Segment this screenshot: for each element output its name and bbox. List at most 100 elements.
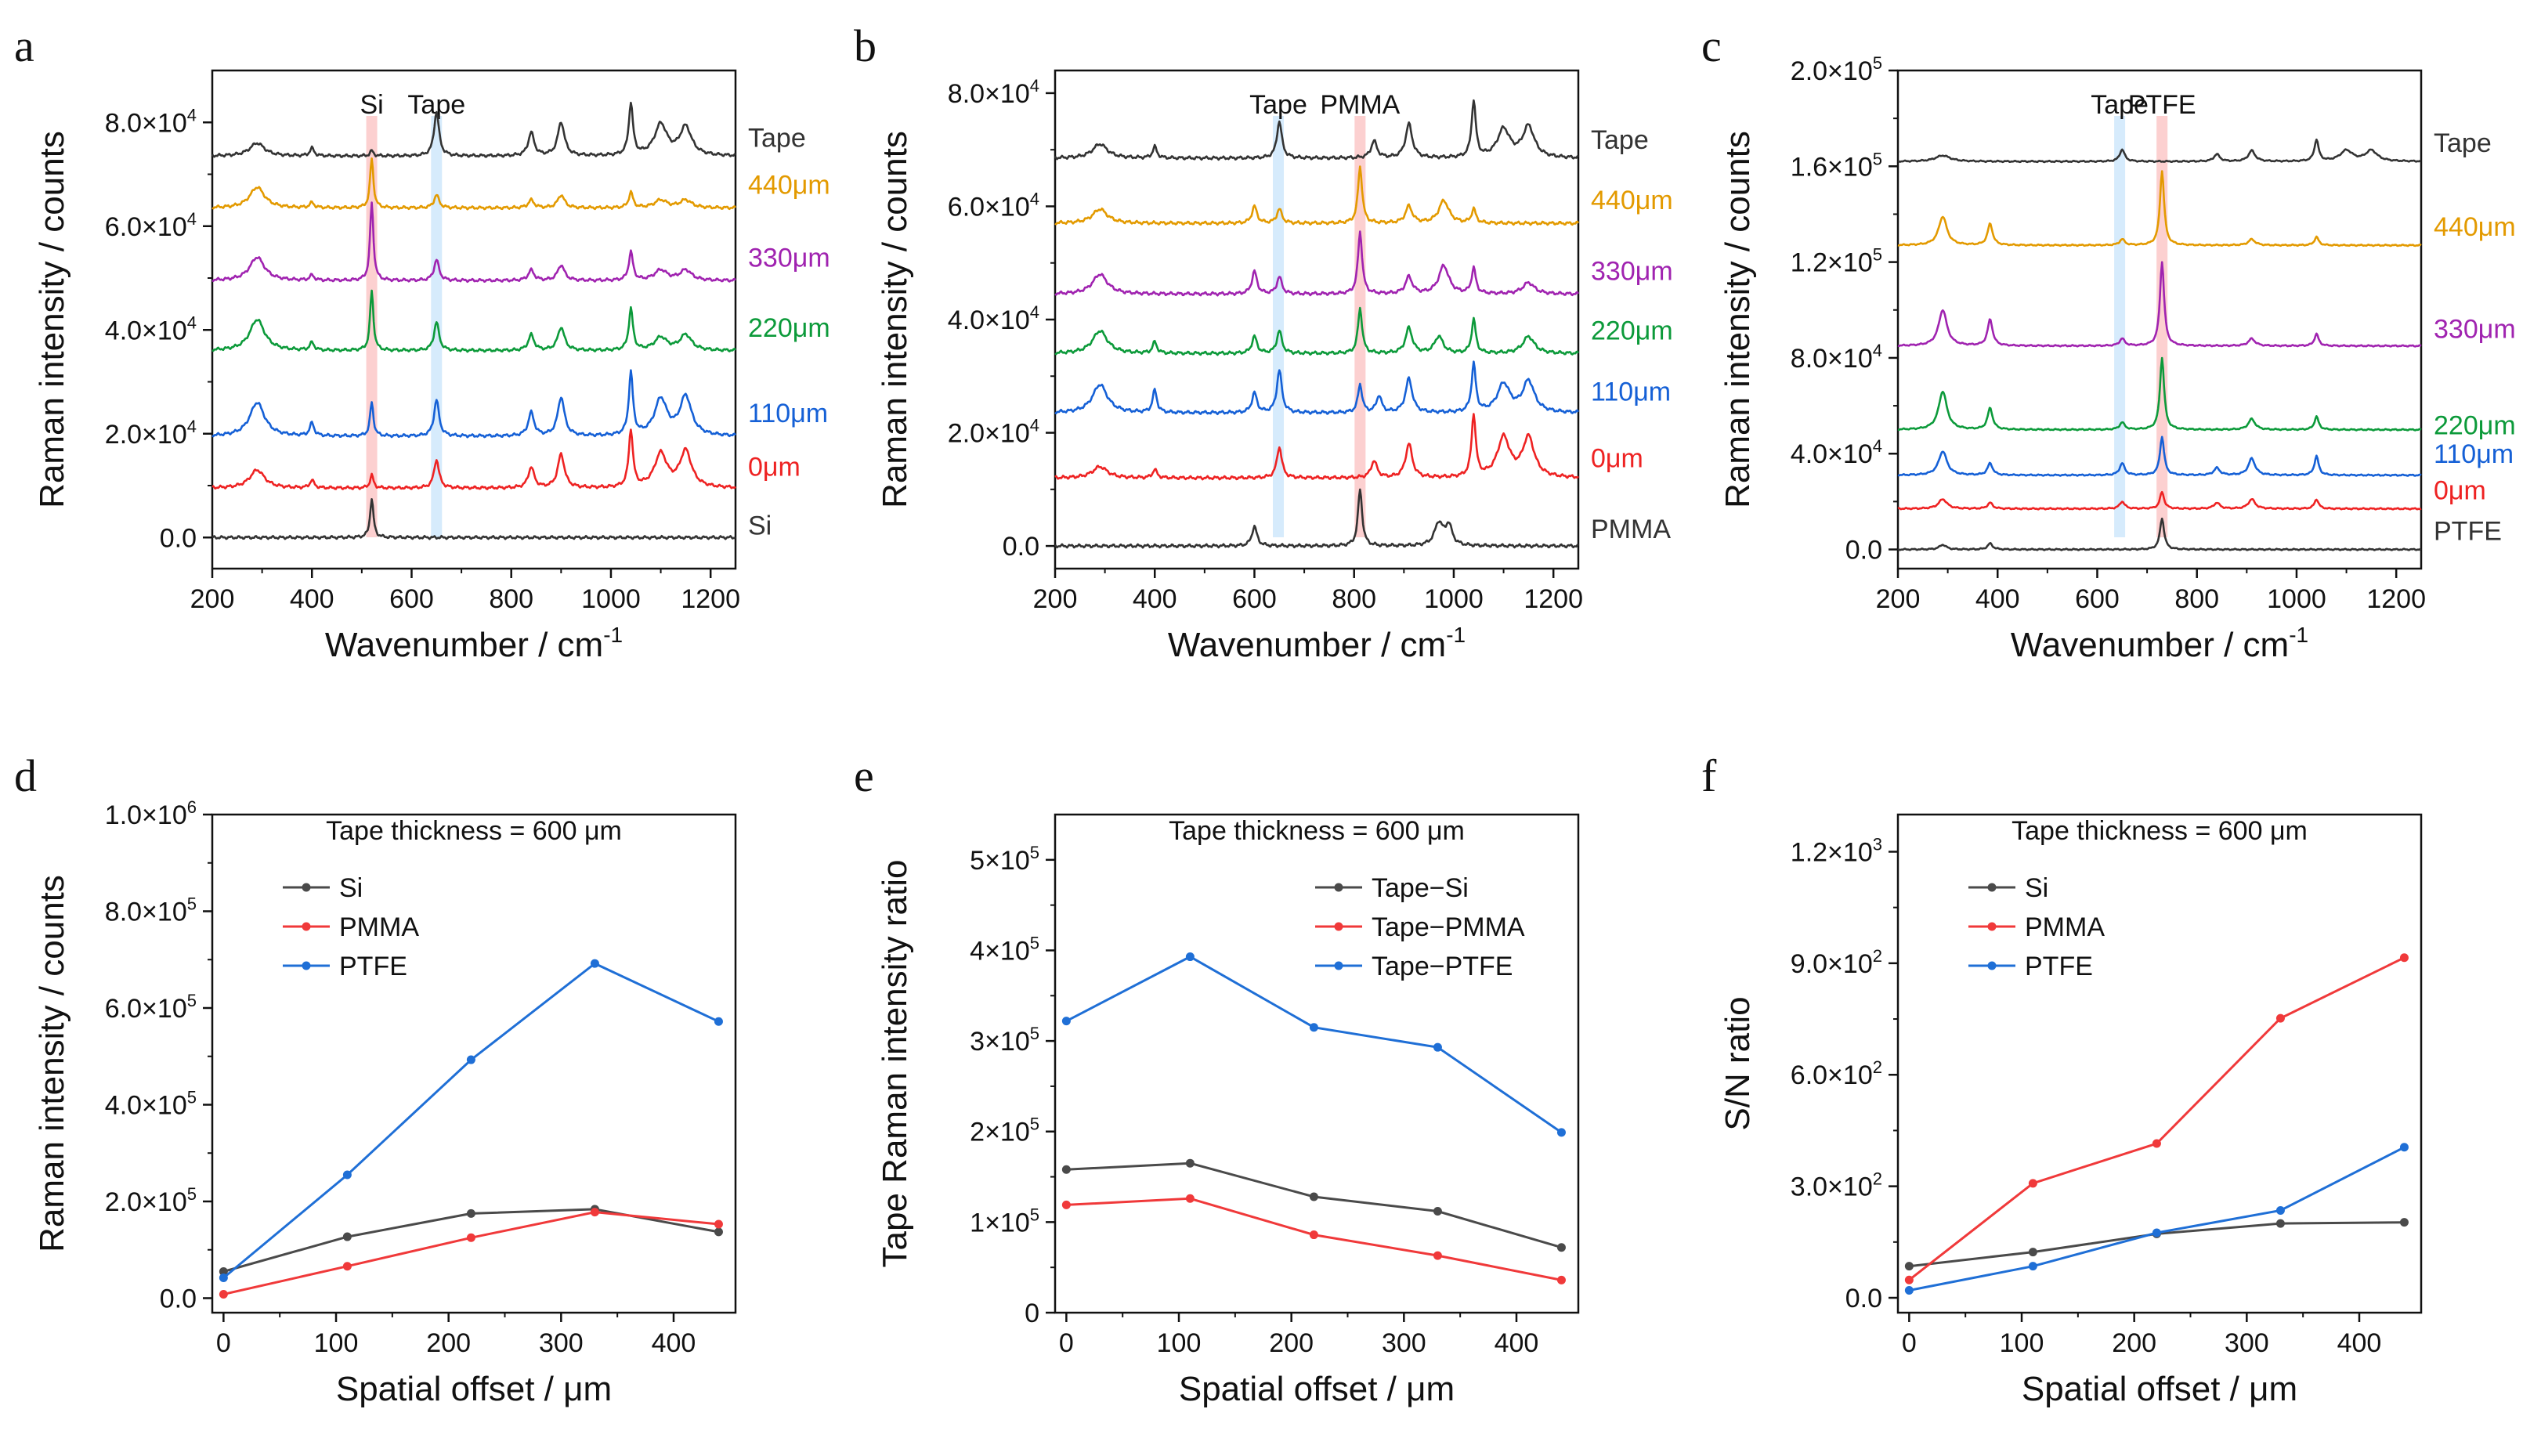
data-point [2399,1218,2409,1227]
plot-frame [1896,813,2423,1314]
spectrum-label: 440μm [2434,212,2516,242]
x-axis-title: Spatial offset / μm [1179,1370,1455,1408]
x-tick-label: 100 [314,1328,359,1358]
x-tick-label: 600 [1232,584,1277,614]
spectrum-label: 0μm [748,452,801,482]
data-point [1433,1251,1442,1260]
spectrum-label: 440μm [748,171,830,201]
data-point [219,1267,228,1277]
band-label-si: Si [360,90,383,120]
y-axis-title: Tape Raman intensity ratio [876,860,914,1268]
series-line-ptfe [1909,1146,2405,1292]
panel-d: 0 100 200 300 400 0.0 2.0×105 4.0×105 6.0×105 8.0… [33,797,737,1408]
legend-label: PTFE [339,952,407,981]
spectrum-label: PMMA [1591,515,1671,544]
band-tape [1273,116,1285,537]
y-tick-label: 8.0×105 [105,894,197,927]
band-tape [2114,116,2126,537]
plot-frame [1054,69,1580,570]
band-pmma [1354,116,1366,537]
plot-frame [1054,813,1580,1314]
y-tick-label: 6.0×104 [948,189,1039,222]
spectrum-label: 220μm [2434,411,2516,441]
panel-b: Tape PMMA 200 400 600 800 1000 1200 0.0 2.0×104 4.… [876,69,1673,664]
x-tick-label: 800 [2174,584,2219,614]
x-tick-label: 200 [2112,1328,2156,1358]
panel-label-c: c [1701,20,1722,71]
annotation-text: Tape thickness = 600 μm [1169,816,1465,846]
panel-label-f: f [1701,750,1717,801]
y-tick-label: 6.0×105 [105,991,197,1024]
annotation-text: Tape thickness = 600 μm [2011,816,2308,846]
x-tick-label: 200 [1876,584,1921,614]
x-tick-label: 100 [1157,1328,1202,1358]
spectrum-label: Si [748,511,772,540]
data-point [1309,1192,1318,1201]
spectrum-110m [1054,360,1580,416]
y-tick-label: 1.0×106 [105,797,197,830]
panel-label-b: b [854,20,877,71]
y-tick-label: 2.0×104 [105,417,197,450]
data-point [1556,1128,1566,1137]
spectrum-440m [1054,165,1580,226]
legend-marker [302,961,311,970]
data-point [714,1219,723,1229]
spectrum-440m [1897,170,2422,247]
x-tick-label: 0 [1059,1328,1074,1358]
y-axis-title: Raman intensity / counts [33,875,71,1252]
panel-label-d: d [14,750,37,801]
legend-marker [1987,922,1997,931]
spectrum-0m [1897,490,2422,511]
x-axis-title: Wavenumber / cm-1 [1168,623,1466,664]
x-tick-label: 800 [1332,584,1376,614]
spectrum-ptfe [1897,517,2422,551]
legend-label: Si [2025,873,2048,903]
series-line-tapepmma [1066,1197,1562,1281]
spectrum-330m [1054,230,1580,297]
band-label-tape: Tape [2091,90,2149,120]
y-tick-label: 2.0×105 [1791,53,1882,86]
spectrum-330m [211,201,737,284]
x-tick-label: 1000 [581,584,641,614]
series-line-tapeptfe [1065,955,1563,1134]
y-tick-label: 3×105 [970,1024,1039,1057]
band-label-ptfe: PTFE [2128,90,2196,120]
spectrum-0m [211,428,737,490]
spectrum-label: 0μm [2434,476,2486,506]
band-tape [431,116,443,537]
spectrum-pmma [1054,488,1579,549]
band-label-tape: Tape [1249,90,1307,120]
data-point [1185,952,1195,962]
data-point [590,1208,599,1217]
y-tick-label: 8.0×104 [948,76,1039,109]
y-tick-label: 4.0×105 [105,1087,197,1120]
legend-marker [1987,961,1997,970]
spectrum-label: 440μm [1591,186,1673,215]
plot-frame [1896,69,2423,570]
data-point [1061,1165,1071,1174]
data-point [1556,1243,1566,1252]
data-point [590,959,599,968]
spectrum-si [211,498,736,540]
y-tick-label: 2.0×105 [105,1184,197,1217]
y-tick-label: 8.0×104 [105,105,197,138]
x-tick-label: 400 [2337,1328,2382,1358]
spectrum-110m [1897,435,2422,477]
data-point [219,1274,228,1283]
y-tick-label: 5×105 [970,843,1039,876]
y-axis-title: S/N ratio [1719,996,1757,1130]
data-point [2399,1143,2409,1152]
x-tick-label: 0 [216,1328,231,1358]
spectrum-tape [1897,138,2422,164]
spectrum-220m [1054,306,1580,356]
x-tick-label: 1200 [681,584,740,614]
y-tick-label: 2×105 [970,1115,1039,1147]
legend-label: PTFE [2025,952,2093,981]
data-point [2275,1013,2285,1023]
spectrum-220m [1897,356,2422,432]
spectrum-440m [211,157,737,211]
data-point [1185,1158,1195,1168]
data-point [2399,953,2409,963]
x-tick-label: 400 [652,1328,696,1358]
